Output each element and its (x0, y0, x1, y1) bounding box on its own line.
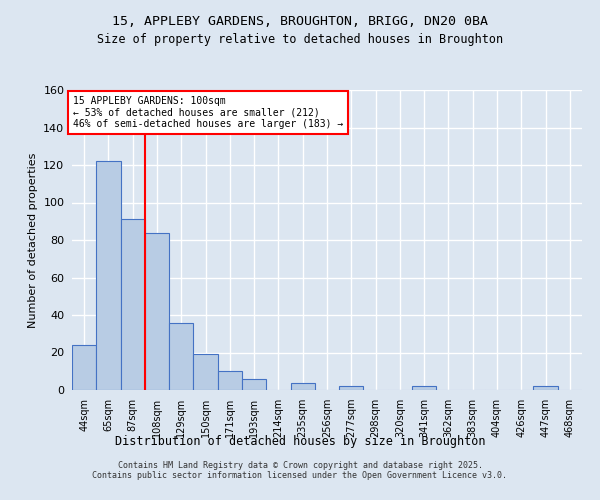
Text: Size of property relative to detached houses in Broughton: Size of property relative to detached ho… (97, 32, 503, 46)
Bar (72, 345, 96, 390)
Bar (218, 371, 242, 390)
Text: Contains HM Land Registry data © Crown copyright and database right 2025.
Contai: Contains HM Land Registry data © Crown c… (92, 460, 508, 480)
Bar (193, 354, 218, 390)
Bar (412, 386, 436, 390)
Bar (290, 382, 315, 390)
Bar (242, 379, 266, 390)
Text: 15 APPLEBY GARDENS: 100sqm
← 53% of detached houses are smaller (212)
46% of sem: 15 APPLEBY GARDENS: 100sqm ← 53% of deta… (73, 96, 343, 129)
Bar (121, 220, 145, 390)
Bar (339, 386, 364, 390)
Bar (145, 232, 169, 390)
Bar (96, 161, 121, 390)
Text: Distribution of detached houses by size in Broughton: Distribution of detached houses by size … (115, 435, 485, 448)
Bar (169, 322, 193, 390)
Bar (533, 386, 558, 390)
Y-axis label: Number of detached properties: Number of detached properties (28, 152, 38, 328)
Text: 15, APPLEBY GARDENS, BROUGHTON, BRIGG, DN20 0BA: 15, APPLEBY GARDENS, BROUGHTON, BRIGG, D… (112, 15, 488, 28)
